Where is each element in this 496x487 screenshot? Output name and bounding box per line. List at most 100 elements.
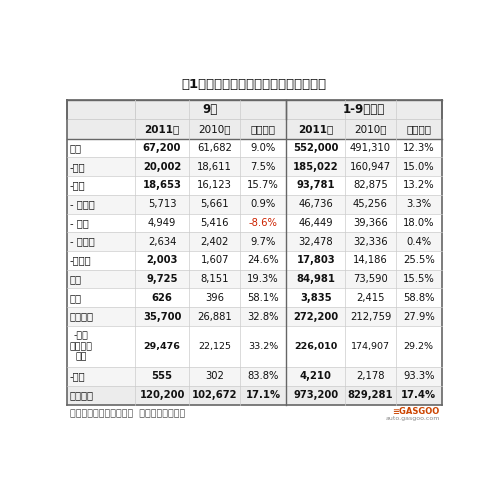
Text: 17,803: 17,803 (296, 255, 335, 265)
Text: 46,449: 46,449 (298, 218, 333, 228)
Text: 同比增长: 同比增长 (250, 124, 275, 134)
Text: 32,336: 32,336 (353, 237, 388, 246)
Text: 552,000: 552,000 (293, 143, 338, 153)
Text: -印度: -印度 (69, 372, 85, 381)
Text: - 法国: - 法国 (69, 218, 88, 228)
Text: ≡GASGOO: ≡GASGOO (393, 407, 440, 416)
Text: 32.8%: 32.8% (247, 312, 279, 321)
Text: 185,022: 185,022 (293, 162, 338, 172)
Text: 欧洲: 欧洲 (69, 143, 82, 153)
Text: 12.3%: 12.3% (403, 143, 434, 153)
Text: -德国: -德国 (69, 162, 85, 172)
Bar (66, 100, 442, 139)
Text: 巴西: 巴西 (69, 293, 82, 303)
Text: 93,781: 93,781 (296, 181, 335, 190)
Text: 973,200: 973,200 (293, 390, 338, 400)
Text: 829,281: 829,281 (348, 390, 393, 400)
Text: 9,725: 9,725 (146, 274, 178, 284)
Text: 46,736: 46,736 (298, 199, 333, 209)
Bar (66, 326, 442, 367)
Text: -中国
（包括香
港）: -中国 （包括香 港） (69, 332, 93, 361)
Text: 0.4%: 0.4% (406, 237, 432, 246)
Text: 0.9%: 0.9% (250, 199, 276, 209)
Text: 2,003: 2,003 (146, 255, 178, 265)
Text: 29,476: 29,476 (144, 342, 181, 351)
Text: 15.7%: 15.7% (247, 181, 279, 190)
Text: 3.3%: 3.3% (406, 199, 432, 209)
Bar (66, 232, 442, 251)
Text: 24.6%: 24.6% (247, 255, 279, 265)
Text: 4,210: 4,210 (300, 372, 331, 381)
Text: 22,125: 22,125 (198, 342, 231, 351)
Text: 亚太地区: 亚太地区 (69, 312, 94, 321)
Text: 15.0%: 15.0% (403, 162, 434, 172)
Bar (239, 100, 241, 119)
Text: 272,200: 272,200 (293, 312, 338, 321)
Text: 8,151: 8,151 (200, 274, 229, 284)
Text: 67,200: 67,200 (143, 143, 181, 153)
Text: 93.3%: 93.3% (403, 372, 434, 381)
Text: 302: 302 (205, 372, 224, 381)
Text: 39,366: 39,366 (353, 218, 388, 228)
Text: 19.3%: 19.3% (247, 274, 279, 284)
Bar (66, 367, 442, 386)
Text: 35,700: 35,700 (143, 312, 181, 321)
Text: 555: 555 (152, 372, 173, 381)
Text: 61,682: 61,682 (197, 143, 232, 153)
Text: 7.5%: 7.5% (250, 162, 276, 172)
Text: 102,672: 102,672 (192, 390, 238, 400)
Text: 212,759: 212,759 (350, 312, 391, 321)
Text: 9.7%: 9.7% (250, 237, 276, 246)
Text: 32,478: 32,478 (298, 237, 333, 246)
Text: 5,416: 5,416 (200, 218, 229, 228)
Bar (66, 139, 442, 157)
Text: 2011年: 2011年 (144, 124, 180, 134)
Bar (188, 100, 190, 119)
Text: 18,653: 18,653 (143, 181, 182, 190)
Text: 29.2%: 29.2% (404, 342, 434, 351)
Text: 美国: 美国 (69, 274, 82, 284)
Bar (66, 270, 442, 288)
Text: 17.1%: 17.1% (246, 390, 281, 400)
Bar (66, 69, 442, 100)
Text: - 西班牙: - 西班牙 (69, 237, 94, 246)
Text: 全球总计: 全球总计 (69, 390, 94, 400)
Text: 27.9%: 27.9% (403, 312, 434, 321)
Text: 4,949: 4,949 (148, 218, 176, 228)
Text: 2,402: 2,402 (200, 237, 229, 246)
Text: 5,661: 5,661 (200, 199, 229, 209)
Text: 491,310: 491,310 (350, 143, 391, 153)
Text: 174,907: 174,907 (351, 342, 390, 351)
Text: 226,010: 226,010 (294, 342, 337, 351)
Text: 来源：大众集团奥迪公司  整理：盖世汽车网: 来源：大众集团奥迪公司 整理：盖世汽车网 (69, 410, 185, 419)
Text: 9.0%: 9.0% (250, 143, 276, 153)
Bar (66, 288, 442, 307)
Text: 15.5%: 15.5% (403, 274, 434, 284)
Bar (395, 100, 396, 119)
Text: 2,178: 2,178 (356, 372, 385, 381)
Text: 18,611: 18,611 (197, 162, 232, 172)
Bar (66, 307, 442, 326)
Text: 396: 396 (205, 293, 224, 303)
Text: 626: 626 (152, 293, 173, 303)
Text: 20,002: 20,002 (143, 162, 181, 172)
Bar (345, 100, 346, 119)
Bar (66, 195, 442, 214)
Text: 18.0%: 18.0% (403, 218, 434, 228)
Bar (66, 214, 442, 232)
Text: 58.1%: 58.1% (247, 293, 279, 303)
Text: 84,981: 84,981 (296, 274, 335, 284)
Text: 82,875: 82,875 (353, 181, 388, 190)
Text: 5,713: 5,713 (148, 199, 176, 209)
Text: 2,415: 2,415 (356, 293, 385, 303)
Text: 1-9月累计: 1-9月累计 (343, 103, 385, 116)
Text: 14,186: 14,186 (353, 255, 388, 265)
Text: 2010年: 2010年 (198, 124, 231, 134)
Text: 160,947: 160,947 (350, 162, 391, 172)
Text: 33.2%: 33.2% (248, 342, 278, 351)
Text: auto.gasgoo.com: auto.gasgoo.com (385, 415, 440, 421)
Text: - 意大利: - 意大利 (69, 199, 94, 209)
Text: 83.8%: 83.8% (248, 372, 279, 381)
Text: -英国: -英国 (69, 181, 85, 190)
Bar (66, 251, 442, 270)
